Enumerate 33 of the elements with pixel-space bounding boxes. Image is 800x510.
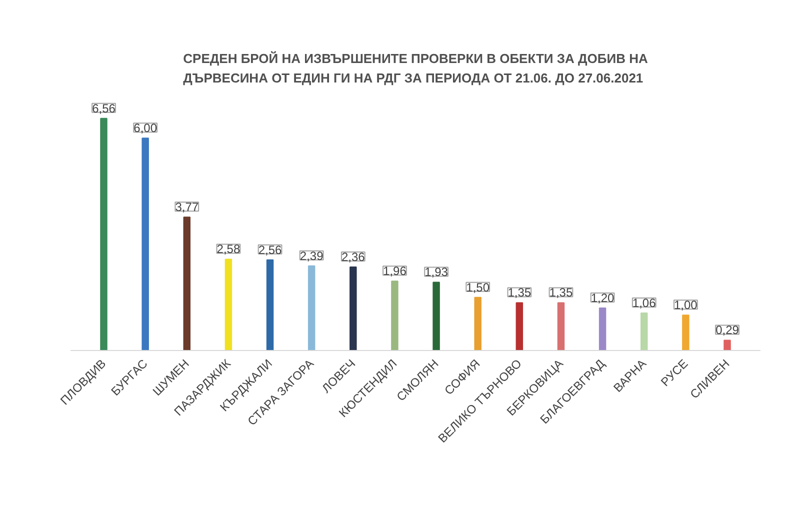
bar [432,282,440,350]
data-label: 1,20 [590,291,615,306]
bar [266,259,274,350]
data-label: 6,00 [134,121,158,136]
data-label: 2,39 [300,248,324,263]
bar [598,308,606,350]
data-label: 1,35 [508,286,532,300]
data-label: 3,77 [175,200,199,214]
bar [640,312,648,350]
bar [100,118,108,350]
bar [142,138,149,350]
data-label: 1,50 [466,280,490,294]
data-label: 1,00 [674,298,698,312]
data-label: 1,06 [632,296,656,310]
bar [350,266,357,350]
bar [557,302,565,350]
data-label: 2,36 [341,250,366,264]
bar [224,258,232,350]
bar [474,296,482,350]
data-label: 1,35 [549,286,573,300]
data-label: 1,96 [383,264,407,278]
data-label: 1,93 [424,265,448,280]
bar [391,280,398,350]
bar [308,265,316,350]
chart-title: СРЕДЕН БРОЙ НА ИЗВЪРШЕНИТЕ ПРОВЕРКИ В ОБЕКТИ ЗА ДОБИВ НА ДЪРВЕСИНА ОТ ЕДИН ГИ НА РДГ ЗА ПЕРИОДА ОТ 21.06. ДО 27.06.2021 [183,51,648,86]
bar [682,314,690,350]
bar [516,302,524,350]
data-label: 2,56 [258,242,282,257]
bar [724,340,731,350]
data-label: 6,56 [92,101,116,116]
bar [183,216,191,350]
data-label: 0,29 [716,323,740,338]
data-label: 2,58 [216,242,240,256]
